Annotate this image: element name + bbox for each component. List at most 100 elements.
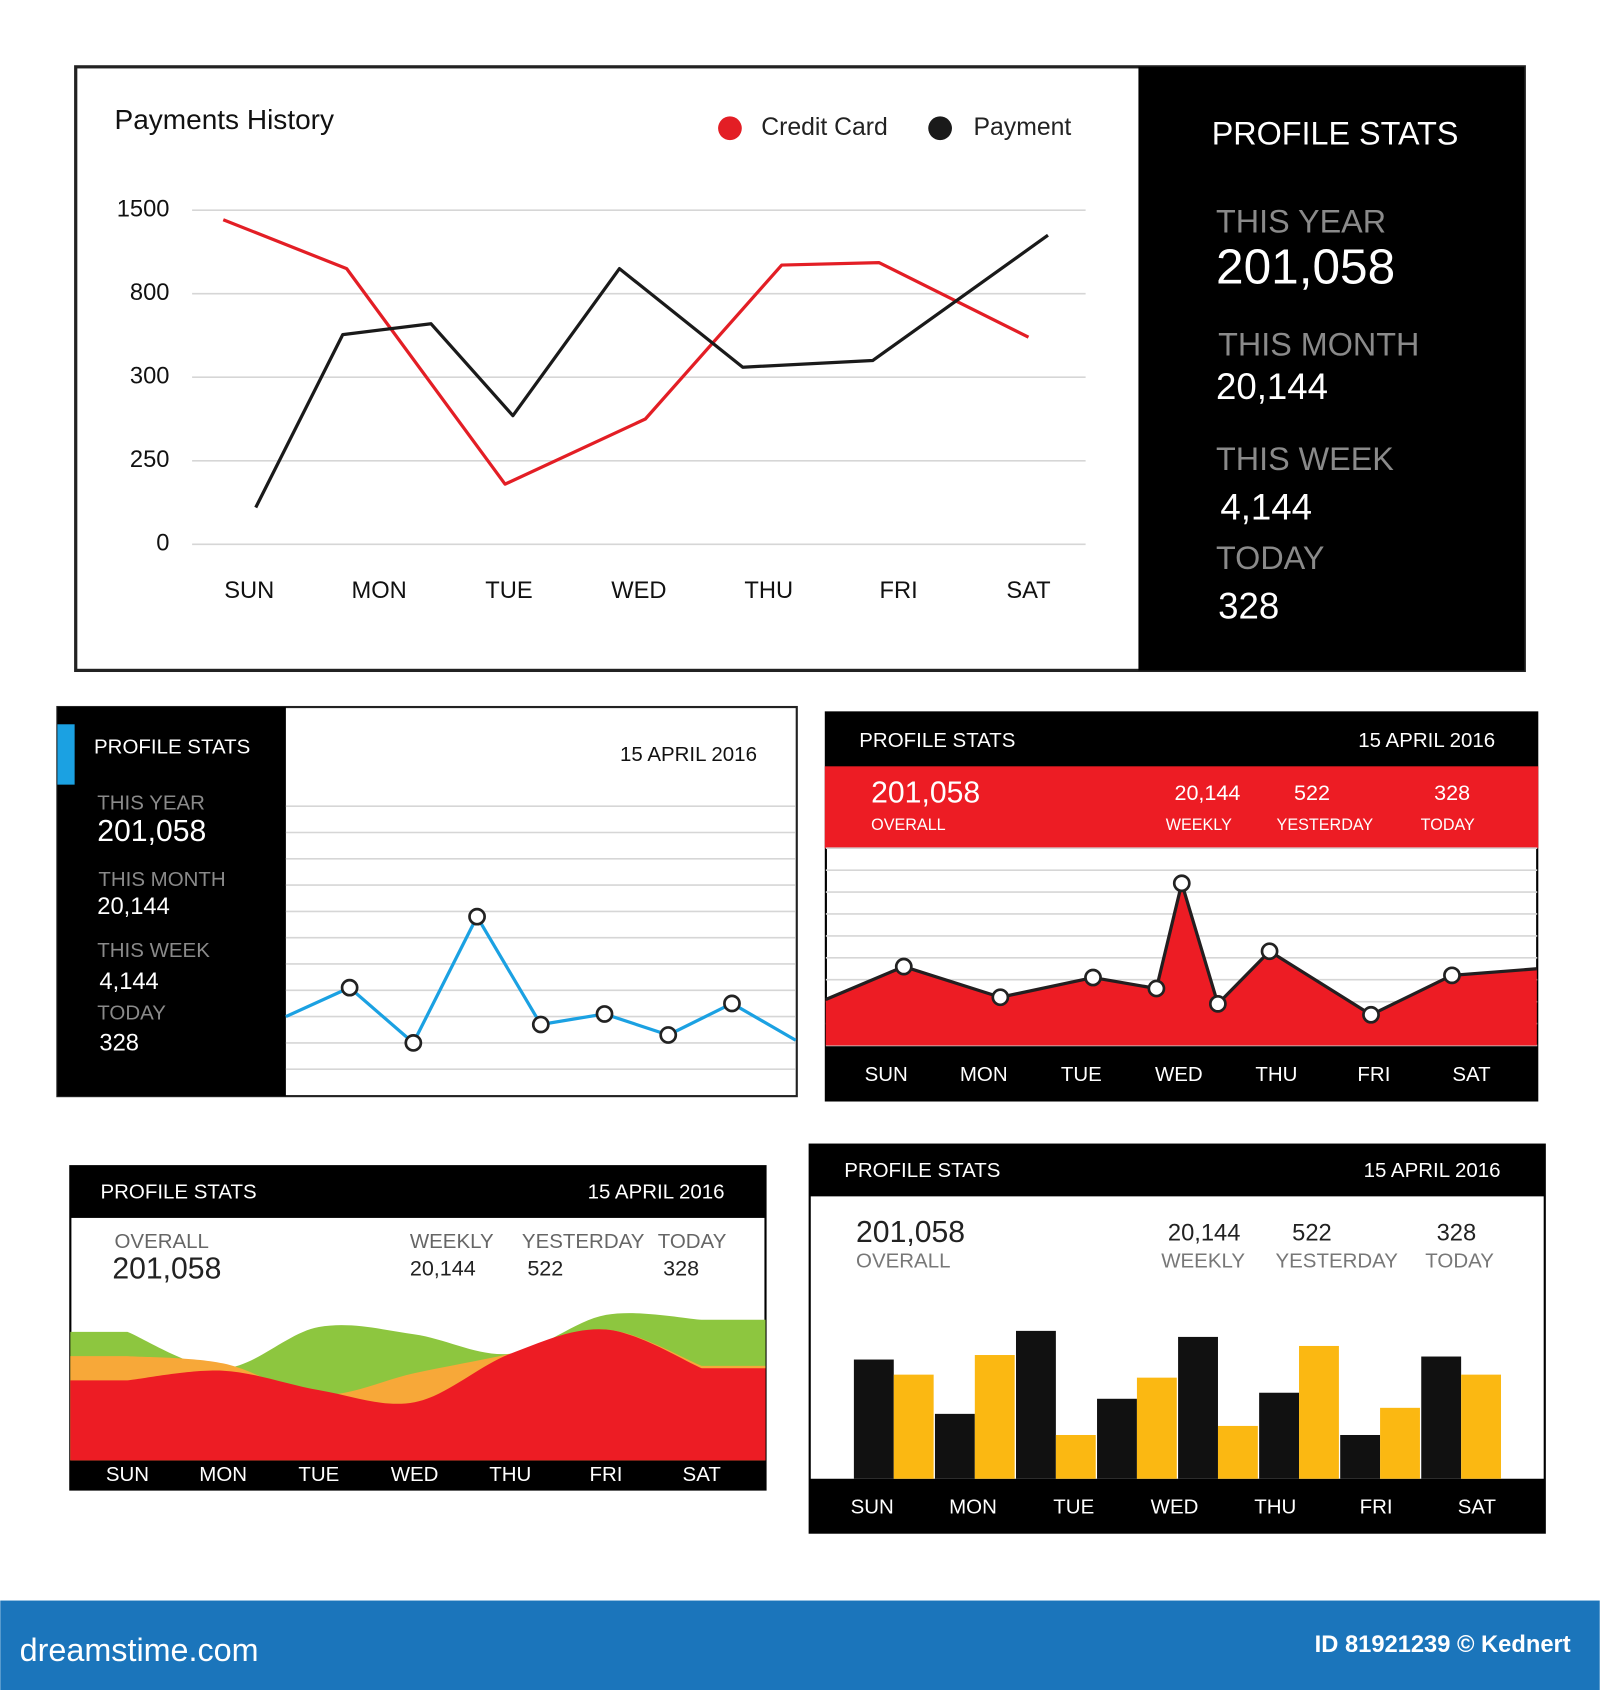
bar: [1340, 1434, 1381, 1479]
bar: [1178, 1336, 1218, 1479]
x-tick-label: THU: [1254, 1495, 1296, 1518]
panel-date: 15 APRIL 2016: [588, 1181, 725, 1204]
point: [1443, 966, 1461, 985]
bar: [1461, 1374, 1502, 1479]
panel-title: PROFILE STATS: [101, 1181, 257, 1204]
bar: [1136, 1377, 1177, 1479]
x-tick-label: THU: [1255, 1063, 1297, 1086]
bar: [1097, 1398, 1137, 1479]
stat-label: OVERALL: [871, 816, 946, 834]
stat-label: THIS WEEK: [1216, 441, 1394, 477]
x-tick-label: MON: [949, 1495, 997, 1518]
bar: [893, 1374, 934, 1479]
point: [1260, 942, 1279, 961]
legend-label: Payment: [974, 114, 1072, 141]
point: [1208, 994, 1227, 1013]
stat-value: 20,144: [1174, 780, 1240, 805]
panel-date: 15 APRIL 2016: [620, 743, 757, 766]
stat-label: YESTERDAY: [522, 1230, 645, 1253]
stat-value: 522: [527, 1255, 563, 1280]
panel-title: PROFILE STATS: [94, 735, 250, 758]
accent: [57, 724, 75, 785]
panel-title: PROFILE STATS: [844, 1159, 1000, 1182]
stat-label: TODAY: [1216, 540, 1324, 576]
bar: [1217, 1425, 1258, 1479]
x-tick-label: SUN: [106, 1463, 149, 1486]
y-tick-label: 300: [130, 363, 170, 389]
point: [723, 994, 741, 1013]
x-tick-label: SUN: [224, 578, 274, 604]
legend-label: Credit Card: [761, 114, 888, 141]
stat-label: THIS WEEK: [97, 939, 210, 962]
point: [468, 907, 486, 926]
bar: [974, 1355, 1015, 1479]
stat-value: 328: [1437, 1220, 1477, 1246]
stat-value: 20,144: [1216, 366, 1328, 407]
stat-label: TODAY: [1425, 1250, 1494, 1273]
bar: [1259, 1392, 1300, 1479]
stat-label: WEEKLY: [410, 1230, 494, 1253]
area: [70, 1329, 766, 1461]
point: [1147, 979, 1166, 998]
stat-label: TODAY: [97, 1002, 166, 1025]
x-tick-label: SUN: [865, 1063, 908, 1086]
x-tick-label: TUE: [1053, 1495, 1094, 1518]
stat-label: THIS YEAR: [97, 791, 205, 814]
stat-label: THIS MONTH: [98, 868, 225, 891]
point: [1084, 968, 1102, 987]
x-tick-label: FRI: [1357, 1063, 1390, 1086]
stat-value: 522: [1292, 1220, 1332, 1246]
panel-sidebar: [57, 707, 286, 1097]
x-tick-label: MON: [960, 1063, 1008, 1086]
point: [340, 978, 359, 997]
stat-value: 201,058: [97, 815, 206, 848]
line: [222, 218, 1030, 486]
x-tick-label: TUE: [1061, 1063, 1102, 1086]
y-tick-label: 0: [156, 531, 169, 557]
x-tick-label: THU: [744, 578, 793, 604]
stat-label: TODAY: [658, 1230, 727, 1253]
stat-value: 328: [99, 1031, 139, 1057]
point: [991, 988, 1010, 1007]
bar: [1015, 1330, 1056, 1479]
x-tick-label: WED: [1151, 1495, 1199, 1518]
stat-value: 201,058: [112, 1253, 221, 1286]
x-tick-label: SAT: [1458, 1495, 1497, 1518]
y-tick-label: 1500: [117, 196, 170, 222]
x-tick-label: MON: [351, 578, 406, 604]
y-tick-label: 800: [130, 280, 170, 306]
x-tick-label: WED: [1155, 1063, 1203, 1086]
x-tick-label: SUN: [851, 1495, 894, 1518]
stat-value: 20,144: [410, 1255, 476, 1280]
panel-date: 15 APRIL 2016: [1364, 1159, 1501, 1182]
panel-title: Payments History: [115, 104, 335, 135]
stat-value: 20,144: [97, 894, 169, 920]
x-tick-label: SAT: [1006, 578, 1050, 604]
stats-title: PROFILE STATS: [1212, 115, 1459, 151]
bar: [1380, 1407, 1420, 1479]
legend-swatch: [718, 116, 742, 141]
stats-sidebar: [1138, 66, 1525, 671]
panel-date: 15 APRIL 2016: [1358, 729, 1495, 752]
point: [531, 1015, 550, 1034]
stat-label: YESTERDAY: [1276, 1250, 1399, 1273]
bar: [1421, 1356, 1462, 1479]
bar: [1055, 1434, 1096, 1479]
stat-value: 201,058: [1216, 239, 1395, 295]
stat-label: WEEKLY: [1161, 1250, 1245, 1273]
footer-brand: dreamstime.com: [20, 1632, 259, 1668]
stat-label: TODAY: [1421, 816, 1475, 834]
x-tick-label: THU: [489, 1463, 531, 1486]
stats-banner: [824, 766, 1539, 849]
footer-credit: ID 81921239 © Kednert: [1315, 1632, 1571, 1658]
stat-value: 201,058: [856, 1216, 965, 1249]
x-tick-label: FRI: [880, 578, 918, 604]
stat-value: 20,144: [1168, 1220, 1241, 1246]
stat-label: OVERALL: [115, 1230, 209, 1253]
x-tick-label: TUE: [298, 1463, 339, 1486]
stat-value: 522: [1294, 780, 1330, 805]
point: [1172, 874, 1191, 893]
stat-value: 328: [1218, 586, 1279, 627]
